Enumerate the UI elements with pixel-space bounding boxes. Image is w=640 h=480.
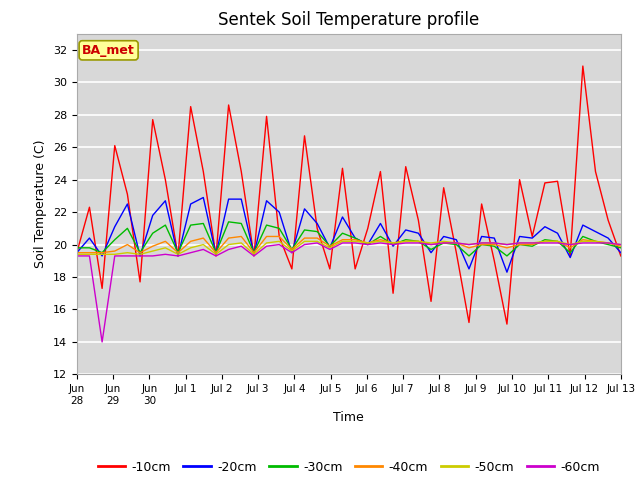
Y-axis label: Soil Temperature (C): Soil Temperature (C) (35, 140, 47, 268)
Title: Sentek Soil Temperature profile: Sentek Soil Temperature profile (218, 11, 479, 29)
X-axis label: Time: Time (333, 411, 364, 424)
Text: BA_met: BA_met (82, 44, 135, 57)
Legend: -10cm, -20cm, -30cm, -40cm, -50cm, -60cm: -10cm, -20cm, -30cm, -40cm, -50cm, -60cm (93, 456, 605, 479)
